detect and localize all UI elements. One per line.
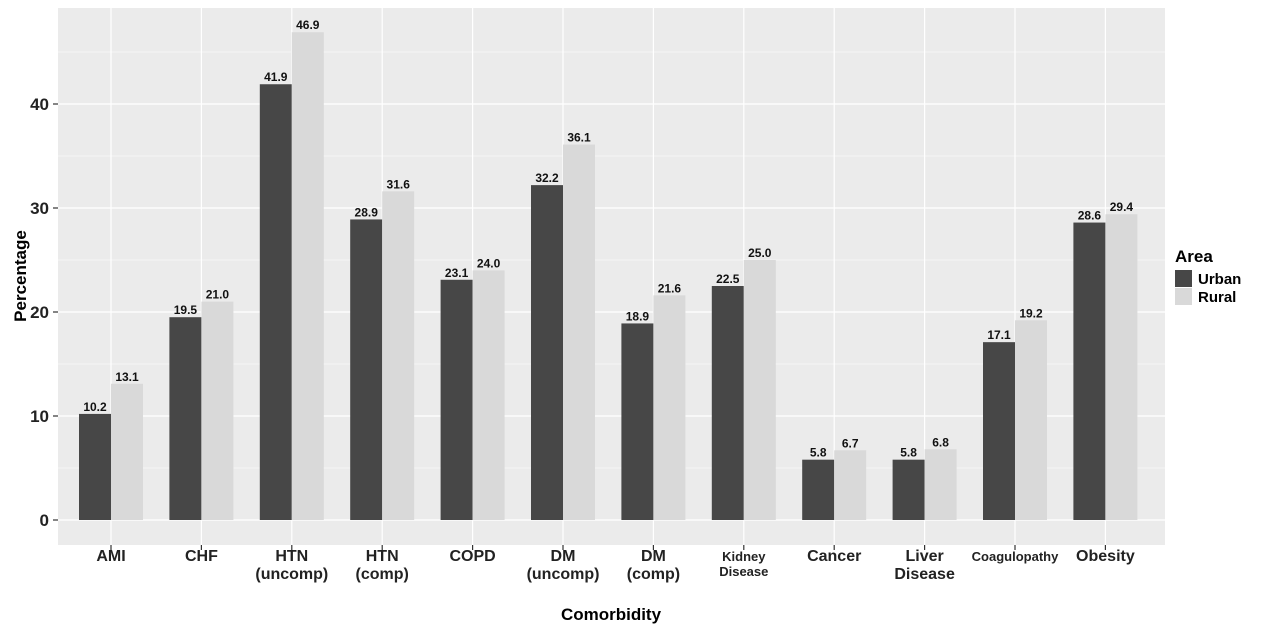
- y-tick-label: 10: [30, 407, 49, 426]
- bar-label-urban: 5.8: [900, 446, 917, 460]
- bar-label-urban: 28.9: [355, 205, 379, 219]
- bar-rural: [924, 449, 957, 520]
- x-tick-label: Kidney: [722, 549, 766, 564]
- bar-label-urban: 5.8: [810, 446, 827, 460]
- bar-label-urban: 28.6: [1078, 209, 1102, 223]
- x-tick-label: (comp): [356, 566, 409, 583]
- x-tick-label: Cancer: [807, 548, 861, 565]
- bar-label-urban: 32.2: [535, 171, 559, 185]
- legend-label-rural: Rural: [1198, 289, 1236, 306]
- x-tick-label: HTN: [366, 548, 399, 565]
- bar-label-rural: 29.4: [1110, 200, 1134, 214]
- bar-label-rural: 21.6: [658, 281, 682, 295]
- bar-rural: [111, 383, 143, 520]
- x-tick-label: (uncomp): [527, 566, 600, 583]
- bar-label-rural: 31.6: [387, 177, 411, 191]
- y-tick-label: 30: [30, 199, 49, 218]
- legend-key-urban: [1175, 270, 1192, 287]
- legend-title: Area: [1175, 247, 1213, 266]
- bar-urban: [169, 317, 202, 520]
- bar-urban: [259, 84, 292, 521]
- bar-label-urban: 23.1: [445, 266, 469, 280]
- bar-label-rural: 19.2: [1019, 306, 1043, 320]
- bar-label-rural: 6.7: [842, 436, 859, 450]
- bar-rural: [653, 295, 686, 520]
- x-tick-label: Disease: [894, 566, 955, 583]
- legend-key-rural: [1175, 288, 1192, 305]
- y-axis-title: Percentage: [11, 230, 30, 322]
- bar-urban: [350, 219, 383, 520]
- bar-urban: [711, 286, 744, 520]
- bar-rural: [472, 270, 505, 520]
- bar-rural: [201, 301, 234, 520]
- bar-rural: [1015, 320, 1047, 520]
- x-tick-label: COPD: [449, 548, 495, 565]
- bar-label-urban: 22.5: [716, 272, 740, 286]
- bar-rural: [1105, 214, 1138, 521]
- x-tick-label: (comp): [627, 566, 680, 583]
- bar-rural: [563, 144, 595, 520]
- x-axis-title: Comorbidity: [561, 605, 662, 624]
- x-tick-label: HTN: [275, 548, 308, 565]
- bar-label-rural: 25.0: [748, 246, 772, 260]
- x-tick-label: Liver: [905, 548, 943, 565]
- x-tick-label: Disease: [719, 564, 768, 579]
- bar-label-urban: 10.2: [83, 400, 107, 414]
- bar-label-urban: 19.5: [174, 303, 198, 317]
- bar-rural: [743, 260, 776, 520]
- plot-panel: [58, 8, 1165, 545]
- bar-label-urban: 18.9: [626, 309, 650, 323]
- bar-label-rural: 21.0: [206, 288, 230, 302]
- y-tick-label: 40: [30, 95, 49, 114]
- x-axis: AMI CHF HTN(uncomp)HTN(comp)COPD DM(uncomp)…: [96, 545, 1135, 583]
- y-tick-label: 20: [30, 303, 49, 322]
- x-tick-label: Obesity: [1076, 548, 1135, 565]
- bar-rural: [291, 32, 324, 521]
- bar-urban: [1073, 222, 1106, 520]
- bar-label-rural: 13.1: [115, 370, 139, 384]
- bar-urban: [621, 323, 654, 520]
- bar-urban: [892, 459, 925, 520]
- bar-rural: [834, 450, 867, 520]
- x-tick-label: AMI: [96, 548, 125, 565]
- bar-urban: [802, 459, 835, 520]
- x-tick-label: CHF: [185, 548, 218, 565]
- legend: Area Urban Rural: [1175, 247, 1241, 306]
- bar-label-urban: 41.9: [264, 70, 288, 84]
- x-tick-label: (uncomp): [255, 566, 328, 583]
- bar-label-rural: 24.0: [477, 256, 501, 270]
- y-tick-label: 0: [40, 511, 49, 530]
- minor-gridlines: [58, 51, 1165, 469]
- bar-rural: [382, 191, 415, 521]
- legend-label-urban: Urban: [1198, 271, 1241, 288]
- y-axis: 0 10 20 30 40: [30, 95, 58, 530]
- bar-urban: [79, 413, 111, 520]
- x-tick-label: Coagulopathy: [972, 549, 1059, 564]
- bar-labels-group: 10.2 13.1 19.5 21.0 41.9 46.9 28.9 31.6 23.1 24.0…: [83, 18, 1133, 459]
- bar-urban: [531, 185, 563, 520]
- bar-urban: [983, 342, 1015, 520]
- x-tick-label: DM: [641, 548, 666, 565]
- bars-group: [79, 32, 1138, 521]
- bar-label-rural: 46.9: [296, 18, 320, 32]
- bar-urban: [440, 279, 473, 520]
- bar-label-rural: 36.1: [567, 131, 591, 145]
- bar-label-rural: 6.8: [932, 435, 949, 449]
- x-tick-label: DM: [551, 548, 576, 565]
- bar-label-urban: 17.1: [987, 328, 1011, 342]
